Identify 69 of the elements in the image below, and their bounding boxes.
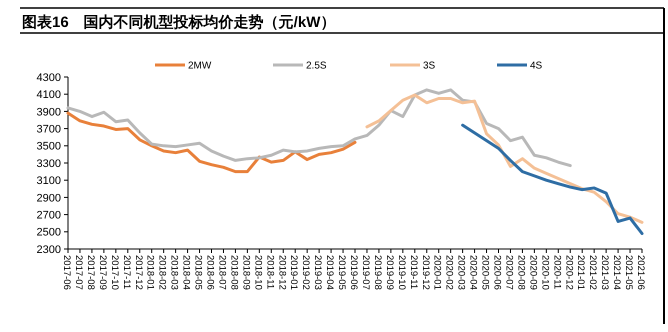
x-tick-label: 2018-06 (204, 255, 216, 290)
line-series (66, 112, 356, 174)
x-tick-label: 2020-06 (492, 255, 502, 290)
x-tick-label: 2018-10 (252, 255, 264, 290)
x-tick-label: 2017-06 (61, 255, 72, 290)
chart-title: 图表16 国内不同机型投标均价走势（元/kW） (22, 14, 336, 31)
x-tick-label: 2019-01 (288, 255, 300, 290)
y-tick-label: 4100 (36, 89, 61, 102)
line-series (461, 124, 644, 236)
x-tick-label: 2018-01 (144, 255, 156, 290)
x-tick-label: 2018-12 (276, 255, 288, 290)
x-tick-label: 2021-01 (575, 255, 586, 290)
x-tick-label: 2019-11 (408, 255, 419, 290)
x-tick-label: 2020-03 (456, 255, 467, 290)
x-tick-label: 2017-07 (72, 255, 84, 290)
y-tick-label: 2300 (36, 244, 61, 256)
x-tick-label: 2021-04 (611, 255, 622, 290)
x-tick-label: 2021-02 (587, 255, 598, 290)
x-tick-label: 2019-06 (348, 255, 359, 290)
legend-label: 4S (530, 60, 543, 72)
x-tick-label: 2019-07 (360, 255, 371, 290)
x-tick-label: 2019-05 (336, 255, 348, 290)
x-tick-label: 2020-07 (503, 255, 514, 290)
legend-label: 2.5S (306, 60, 327, 72)
x-tick-label: 2020-08 (515, 255, 526, 290)
x-tick-label: 2020-05 (480, 255, 491, 290)
x-tick-label: 2021-03 (599, 255, 610, 290)
x-tick-label: 2017-11 (120, 255, 132, 290)
x-tick-label: 2019-12 (420, 255, 431, 290)
x-tick-label: 2018-05 (192, 255, 204, 290)
x-tick-label: 2018-07 (216, 255, 228, 290)
x-tick-label: 2019-04 (324, 255, 336, 290)
x-tick-label: 2021-06 (635, 255, 646, 290)
x-tick-label: 2020-04 (468, 255, 479, 290)
y-tick-label: 3100 (36, 175, 61, 188)
x-tick-label: 2018-04 (180, 255, 192, 290)
legend-label: 2MW (188, 60, 212, 72)
x-tick-label: 2019-02 (300, 255, 312, 290)
x-tick-label: 2020-01 (432, 255, 443, 290)
y-tick-label: 2900 (36, 192, 61, 204)
x-tick-label: 2021-05 (623, 255, 634, 290)
y-tick-label: 3300 (36, 158, 61, 170)
x-tick-label: 2017-12 (132, 255, 144, 290)
x-tick-label: 2018-08 (228, 255, 240, 290)
x-tick-label: 2018-11 (264, 255, 276, 290)
legend-label: 3S (423, 60, 436, 72)
x-tick-label: 2017-08 (84, 255, 96, 290)
x-tick-label: 2020-12 (563, 255, 574, 290)
x-tick-label: 2019-03 (312, 255, 324, 290)
x-tick-label: 2020-10 (539, 255, 550, 290)
y-tick-label: 3900 (36, 106, 61, 118)
x-tick-label: 2020-02 (444, 255, 455, 290)
x-tick-label: 2020-09 (527, 255, 538, 290)
x-tick-label: 2019-10 (396, 255, 407, 290)
y-tick-label: 3500 (36, 140, 61, 153)
line-series (66, 88, 572, 168)
y-tick-label: 2500 (36, 226, 61, 239)
x-tick-label: 2017-10 (108, 255, 120, 290)
x-tick-label: 2019-09 (384, 255, 395, 290)
line-series (365, 94, 644, 224)
y-tick-label: 3700 (36, 123, 61, 136)
y-tick-label: 2700 (36, 209, 61, 222)
y-tick-label: 4300 (36, 72, 61, 84)
x-tick-label: 2018-02 (156, 255, 168, 290)
x-tick-label: 2018-09 (240, 255, 252, 290)
x-tick-label: 2020-11 (551, 255, 562, 290)
x-tick-label: 2019-08 (372, 255, 383, 290)
x-tick-label: 2017-09 (96, 255, 108, 290)
x-tick-label: 2018-03 (168, 255, 180, 290)
